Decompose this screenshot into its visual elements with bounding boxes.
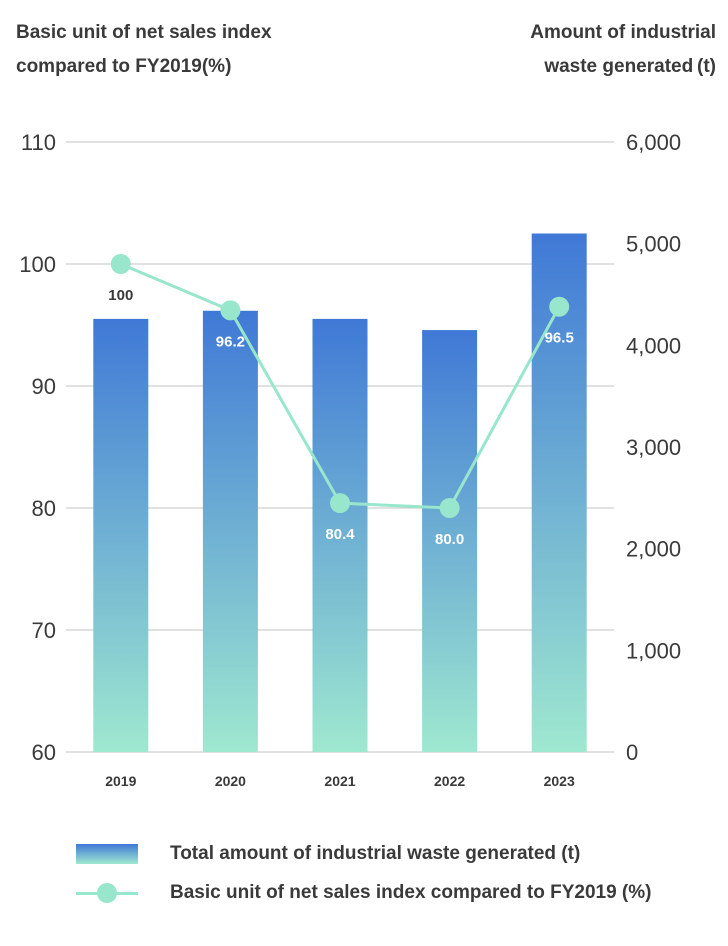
legend-line-entry: Basic unit of net sales index compared t… xyxy=(76,878,651,908)
x-tick-label: 2019 xyxy=(105,773,136,789)
bar-2022 xyxy=(422,330,478,752)
left-tick-label: 80 xyxy=(32,496,56,521)
data-label: 100 xyxy=(108,287,133,304)
legend-line-label: Basic unit of net sales index compared t… xyxy=(170,882,652,903)
data-label: 96.5 xyxy=(545,330,574,347)
bar-2023 xyxy=(531,233,587,752)
legend-bar-label: Total amount of industrial waste generat… xyxy=(170,843,581,864)
right-tick-label: 5,000 xyxy=(626,232,681,257)
right-tick-label: 4,000 xyxy=(626,333,681,358)
right-axis-title-line2: waste generated (t) xyxy=(544,56,716,77)
point-2022 xyxy=(439,498,460,518)
left-tick-label: 110 xyxy=(21,130,56,155)
point-2021 xyxy=(330,493,350,514)
left-axis-title-line2: compared to FY2019(%) xyxy=(16,56,232,77)
left-tick-label: 100 xyxy=(19,252,56,277)
bar-2021 xyxy=(312,318,368,752)
bar-2019 xyxy=(93,318,149,752)
x-tick-label: 2021 xyxy=(324,773,355,789)
right-tick-label: 3,000 xyxy=(626,435,681,460)
chart-plot: 100 96.2 80.4 80.0 96.5 60 70 80 90 100 110 0 1,000… xyxy=(19,130,681,789)
legend-line-swatch xyxy=(76,883,138,903)
right-axis-title: Amount of industrial waste generated (t) xyxy=(530,16,716,84)
x-tick-label: 2023 xyxy=(544,773,575,789)
legend-bar-entry: Total amount of industrial waste generat… xyxy=(76,839,580,869)
point-2023 xyxy=(549,296,570,317)
right-tick-label: 2,000 xyxy=(626,537,681,562)
left-tick-label: 90 xyxy=(32,374,56,399)
right-axis-title-line1: Amount of industrial xyxy=(530,22,716,43)
left-tick-label: 70 xyxy=(32,618,56,643)
right-tick-label: 0 xyxy=(626,740,638,765)
x-tick-label: 2022 xyxy=(434,773,465,789)
left-tick-label: 60 xyxy=(32,740,56,765)
left-axis-title-line1: Basic unit of net sales index xyxy=(16,22,272,43)
x-tick-label: 2020 xyxy=(215,773,246,789)
right-tick-label: 6,000 xyxy=(626,130,681,155)
right-tick-label: 1,000 xyxy=(626,638,681,663)
data-label: 96.2 xyxy=(216,333,245,350)
data-label: 80.4 xyxy=(325,526,355,543)
legend-bar-swatch xyxy=(76,844,138,864)
point-2019 xyxy=(110,254,131,274)
left-axis-title: Basic unit of net sales index compared t… xyxy=(16,16,272,84)
bar-2020 xyxy=(202,310,258,752)
data-label: 80.0 xyxy=(435,531,464,548)
point-2020 xyxy=(220,300,241,321)
